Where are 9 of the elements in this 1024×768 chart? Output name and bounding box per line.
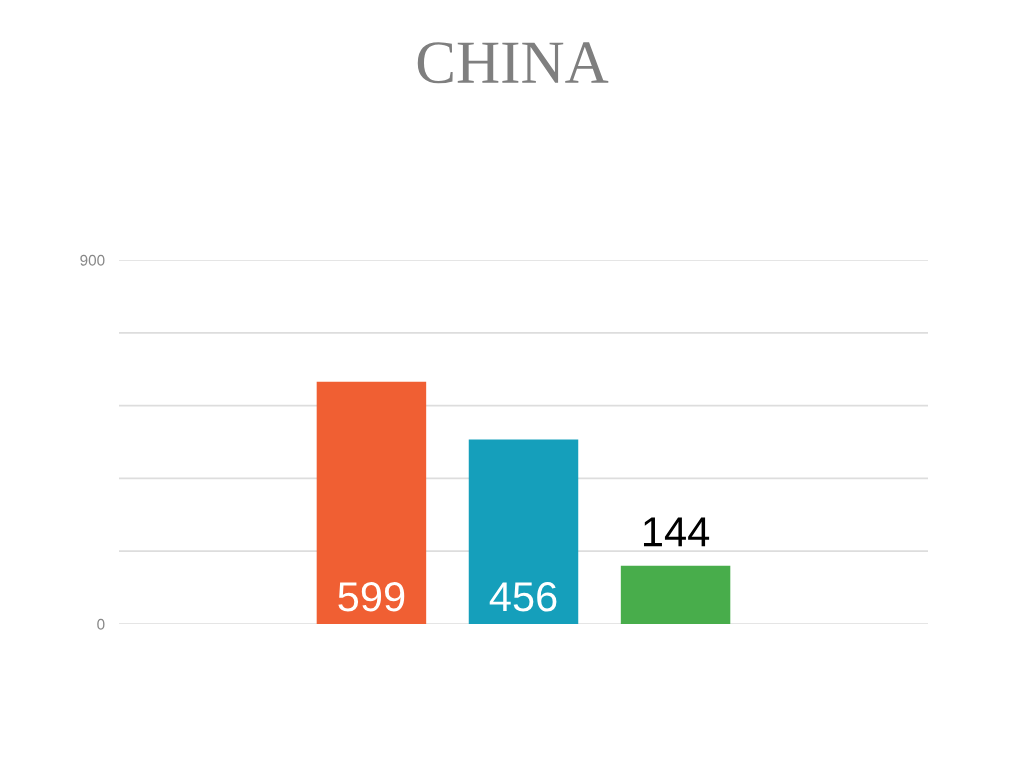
y-tick-label: 900	[80, 254, 105, 266]
bar	[620, 565, 731, 624]
bar	[316, 381, 427, 624]
data-label: 456	[489, 582, 557, 612]
data-label: 599	[338, 582, 405, 612]
y-tick-label: 0	[97, 618, 105, 630]
bar	[468, 439, 579, 624]
data-label: 144	[643, 517, 710, 547]
chart-title: CHINA	[417, 42, 609, 84]
